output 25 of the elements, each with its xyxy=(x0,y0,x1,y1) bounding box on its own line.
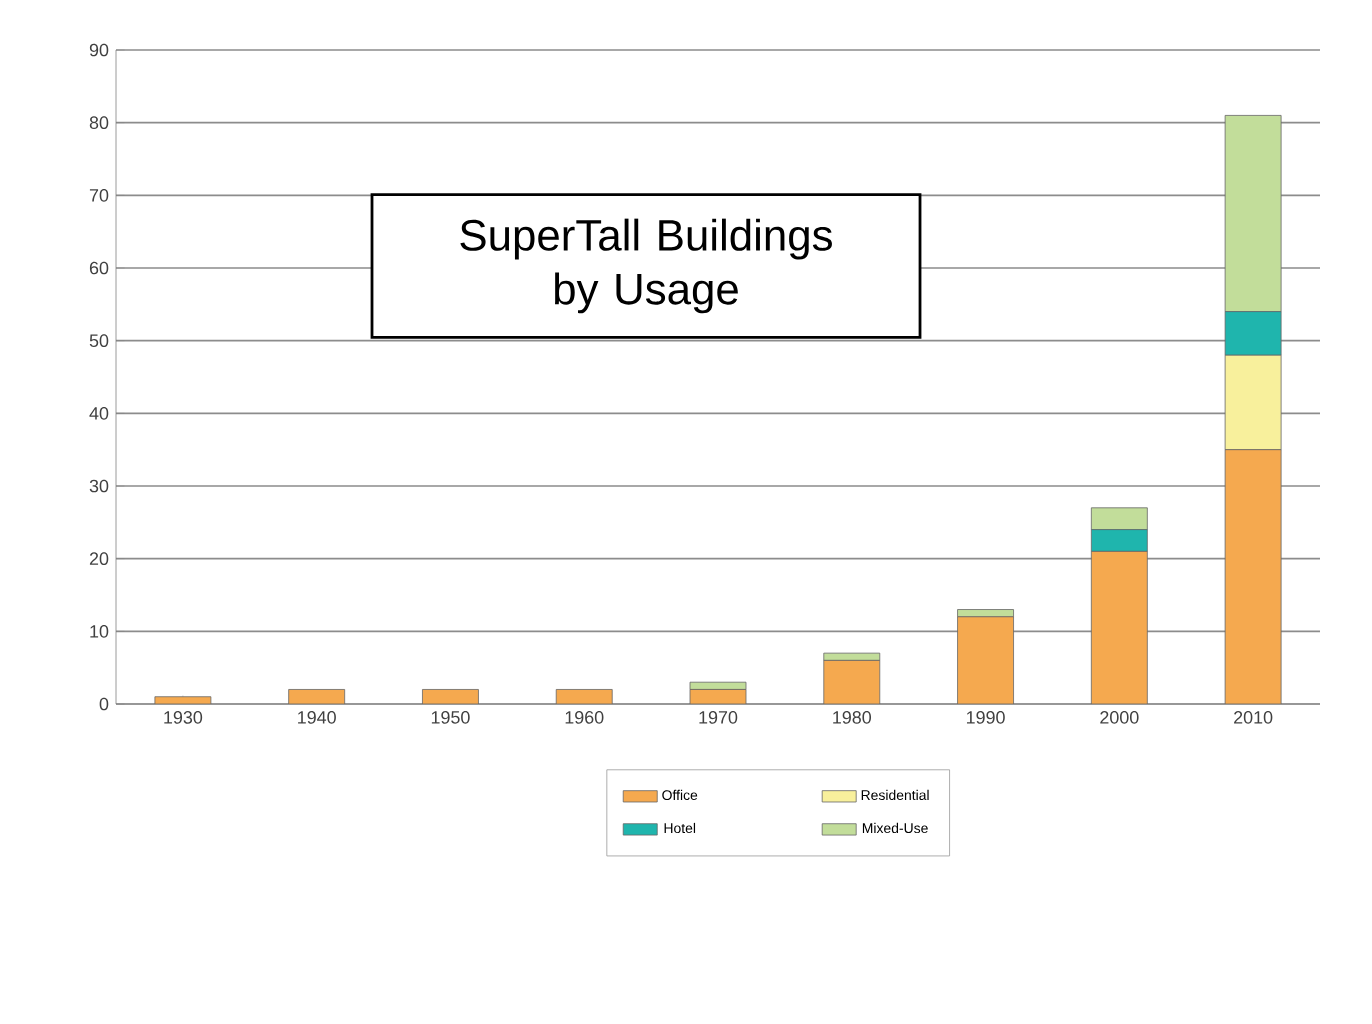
x-tick-label: 1990 xyxy=(966,711,1005,724)
y-tick-label: 90 xyxy=(89,43,109,57)
bar xyxy=(1090,551,1148,704)
x-tick-label: 1950 xyxy=(431,711,470,724)
x-tick-label: 2000 xyxy=(1100,711,1139,724)
x-tick-label: 2010 xyxy=(1234,711,1273,724)
x-tick-label: 1940 xyxy=(298,711,336,724)
bar xyxy=(823,652,881,661)
y-tick-label: 10 xyxy=(90,624,109,638)
y-tick-label: 80 xyxy=(89,116,109,130)
y-tick-label: 60 xyxy=(89,261,109,275)
chart-title: SuperTall Buildings by Usage xyxy=(460,218,832,314)
x-tick-label: 1930 xyxy=(164,711,203,724)
y-tick-label: 70 xyxy=(89,188,109,202)
y-tick-label: 20 xyxy=(89,552,109,566)
y-tick-label: 30 xyxy=(89,479,109,493)
bar xyxy=(1224,449,1282,704)
bar xyxy=(957,616,1014,704)
y-tick-label: 40 xyxy=(89,406,109,420)
bar xyxy=(823,660,881,704)
x-tick-label: 1970 xyxy=(699,711,738,724)
y-tick-label: 0 xyxy=(99,697,109,711)
x-tick-label: 1960 xyxy=(565,711,604,724)
x-tick-label: 1980 xyxy=(833,711,872,724)
y-tick-label: 50 xyxy=(89,334,109,348)
